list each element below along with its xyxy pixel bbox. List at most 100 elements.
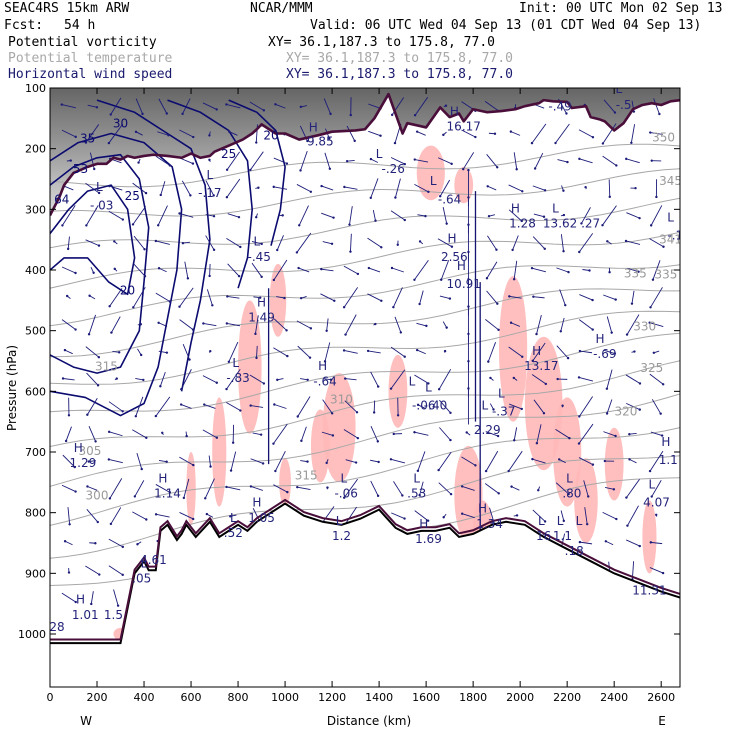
theta-contour [50, 310, 680, 385]
wind-vector [437, 157, 452, 165]
x-tick-label: 1200 [318, 691, 346, 704]
pv-patch [642, 500, 657, 574]
pv-extremum-label: H [596, 332, 605, 346]
wind-vector [208, 455, 212, 467]
wind-vector [581, 207, 591, 224]
wind-vector-head [533, 167, 537, 170]
wind-vector-head [139, 323, 143, 326]
wind-vector-head [461, 512, 464, 515]
wind-vector-head [344, 333, 347, 336]
wind-vector-head [369, 157, 373, 161]
wind-vector [61, 592, 76, 603]
wind-vector-head [493, 132, 497, 135]
wind-vector-head [132, 306, 135, 309]
wind-vector [414, 183, 429, 193]
wind-vector [226, 402, 241, 411]
wind-vector-head [413, 114, 417, 117]
wind-vector [370, 178, 379, 198]
wind-vector-head [496, 302, 499, 305]
wind-vector-head [487, 214, 491, 218]
theta-contour-label: 315 [295, 468, 318, 482]
wind-vector [439, 399, 451, 414]
wind-vector [133, 235, 145, 250]
x-tick-label: 1000 [271, 691, 299, 704]
wind-vector-head [92, 271, 95, 275]
wind-vector-head [625, 496, 628, 499]
wind-vector [532, 458, 546, 464]
wind-vector-head [136, 543, 139, 546]
wind-vector-head [85, 224, 88, 227]
wind-vector-head [66, 247, 70, 251]
wind-vector-head [511, 248, 514, 252]
wind-vector [251, 241, 262, 245]
wind-vector-head [415, 130, 419, 133]
wind-vector [108, 210, 124, 220]
wind-vector [250, 458, 264, 464]
wind-vector-head [144, 191, 148, 195]
wind-vector [67, 236, 70, 249]
wind-vector [625, 374, 641, 384]
wind-vector-head [255, 356, 258, 360]
wind-vector-head [141, 112, 144, 116]
wind-vector-head [249, 485, 253, 488]
wind-vector [653, 98, 660, 115]
wind-vector-head [440, 278, 443, 281]
wind-vector [229, 131, 238, 136]
wind-vector [579, 158, 593, 164]
wind-vector-head [272, 185, 275, 189]
pv-extremum-label: -.17 [198, 186, 221, 200]
wind-vector-head [96, 520, 99, 524]
wind-vector-head [392, 305, 395, 309]
wind-vector [85, 346, 100, 358]
wind-vector-head [329, 112, 332, 116]
wind-vector-head [662, 245, 665, 248]
wind-vector-head [159, 193, 162, 197]
wind-vector [416, 349, 426, 355]
wind-vector [85, 205, 99, 226]
wind-vector-head [418, 493, 421, 497]
wind-vector [155, 155, 170, 166]
y-tick-label: 800 [25, 507, 46, 520]
wind-vector [61, 266, 76, 274]
pv-patch [416, 145, 445, 201]
pv-extremum-label: .80 [562, 487, 581, 501]
wind-vector-head [626, 524, 629, 527]
pv-extremum-label: -.83 [226, 371, 249, 385]
wind-vector [606, 316, 613, 333]
wind-vector-head [376, 494, 380, 498]
wind-speed-contour [50, 184, 136, 296]
pv-extremum-label: -.69 [593, 347, 616, 361]
wind-vector-head [601, 142, 605, 145]
wind-vector [368, 130, 381, 137]
wind-vector [158, 460, 167, 463]
pv-patch [498, 276, 528, 422]
pv-patch [212, 397, 227, 507]
wind-vector [555, 482, 570, 495]
wind-vector [626, 539, 640, 547]
wind-vector-head [562, 519, 566, 523]
wind-vector [300, 460, 308, 463]
wind-vector-head [449, 411, 452, 415]
wind-vector [417, 404, 425, 409]
wind-vector-head [212, 248, 216, 252]
wind-vector-head [564, 303, 567, 307]
wind-vector-head [465, 431, 468, 434]
wind-vector [296, 232, 312, 253]
wind-vector-head [297, 266, 300, 270]
wind-vector [534, 152, 544, 169]
wind-vector [64, 185, 74, 191]
wind-vector-head [401, 494, 404, 497]
wind-vector-head [142, 378, 145, 382]
wind-vector-head [377, 460, 380, 464]
pv-extremum-label: L [413, 471, 420, 485]
wind-vector [86, 372, 99, 386]
wind-vector [132, 429, 147, 439]
theta-contour [50, 332, 680, 413]
wind-vector [486, 261, 498, 279]
wind-vector-head [426, 519, 430, 522]
wind-speed-contour [50, 132, 183, 417]
wind-vector-head [203, 403, 206, 406]
wind-vector-head [107, 141, 111, 145]
wind-vector-head [227, 360, 231, 363]
wind-vector [533, 213, 545, 218]
